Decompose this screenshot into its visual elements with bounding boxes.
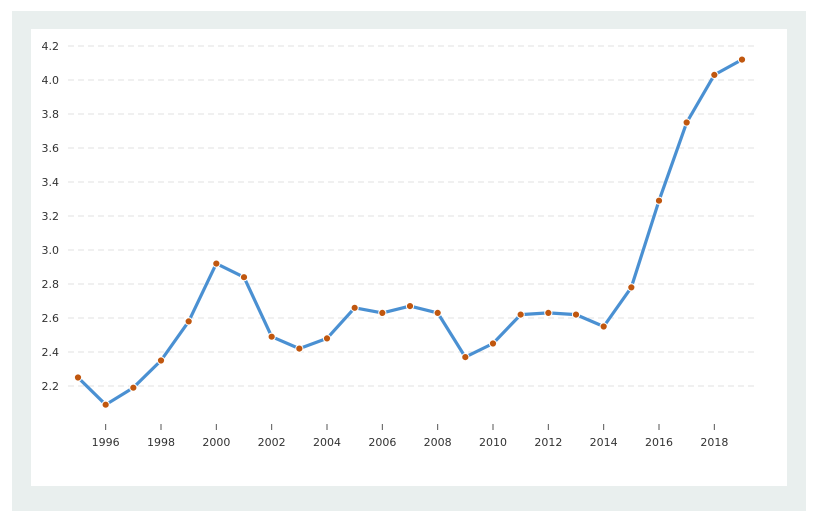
data-point [322, 334, 332, 343]
data-point [156, 356, 166, 365]
data-point [350, 303, 359, 312]
y-tick-label: 3.6 [42, 142, 60, 155]
data-point [710, 70, 719, 80]
data-point [737, 55, 747, 64]
data-point [267, 332, 276, 341]
series-layer [73, 55, 747, 409]
x-tick-label: 2010 [479, 436, 507, 449]
data-point [129, 383, 138, 392]
y-tick-label: 3.8 [42, 108, 60, 121]
x-tick-label: 2008 [424, 436, 452, 449]
y-tick-label: 4.0 [42, 74, 60, 87]
x-tick-label: 2012 [534, 436, 562, 449]
y-tick-label: 2.8 [42, 278, 60, 291]
y-tick-label: 4.2 [42, 40, 60, 53]
y-tick-label: 2.2 [42, 380, 60, 393]
series-line [76, 57, 744, 407]
chart-card [31, 29, 787, 486]
data-point [488, 339, 498, 348]
y-tick-label: 3.2 [42, 210, 60, 223]
data-point [654, 196, 664, 205]
x-tick-label: 2018 [700, 436, 728, 449]
data-point [239, 273, 249, 282]
y-tick-label: 3.0 [42, 244, 60, 257]
data-point [627, 283, 636, 292]
data-point [184, 317, 193, 326]
x-tick-label: 1996 [92, 436, 120, 449]
data-point [433, 308, 442, 317]
gridlines [68, 45, 758, 387]
data-point [295, 344, 304, 353]
data-point [405, 302, 415, 311]
x-tick-label: 2004 [313, 436, 341, 449]
data-point [544, 308, 553, 317]
data-point [378, 308, 387, 317]
y-tick-label: 3.4 [42, 176, 60, 189]
data-point [599, 322, 608, 331]
y-axis-ticks: 2.2 2.4 2.6 2.8 3.0 3.2 3.4 3.6 3.8 4.0 4.2 [42, 40, 60, 393]
data-point [571, 310, 581, 319]
data-point [73, 373, 83, 382]
x-tick-label: 2016 [645, 436, 673, 449]
x-tick-label: 2006 [368, 436, 396, 449]
x-tick-label: 2014 [590, 436, 618, 449]
data-point [682, 118, 691, 127]
data-point [516, 310, 525, 319]
x-tick-label: 2000 [202, 436, 230, 449]
data-point [212, 259, 221, 268]
x-tick-label: 1998 [147, 436, 175, 449]
x-axis-ticks: 1996 1998 2000 2002 2004 2006 2008 2010 2012 2014… [92, 424, 728, 449]
y-tick-label: 2.6 [42, 312, 60, 325]
data-point [101, 400, 110, 409]
data-point [461, 353, 470, 362]
y-tick-label: 2.4 [42, 346, 60, 359]
x-tick-label: 2002 [258, 436, 286, 449]
